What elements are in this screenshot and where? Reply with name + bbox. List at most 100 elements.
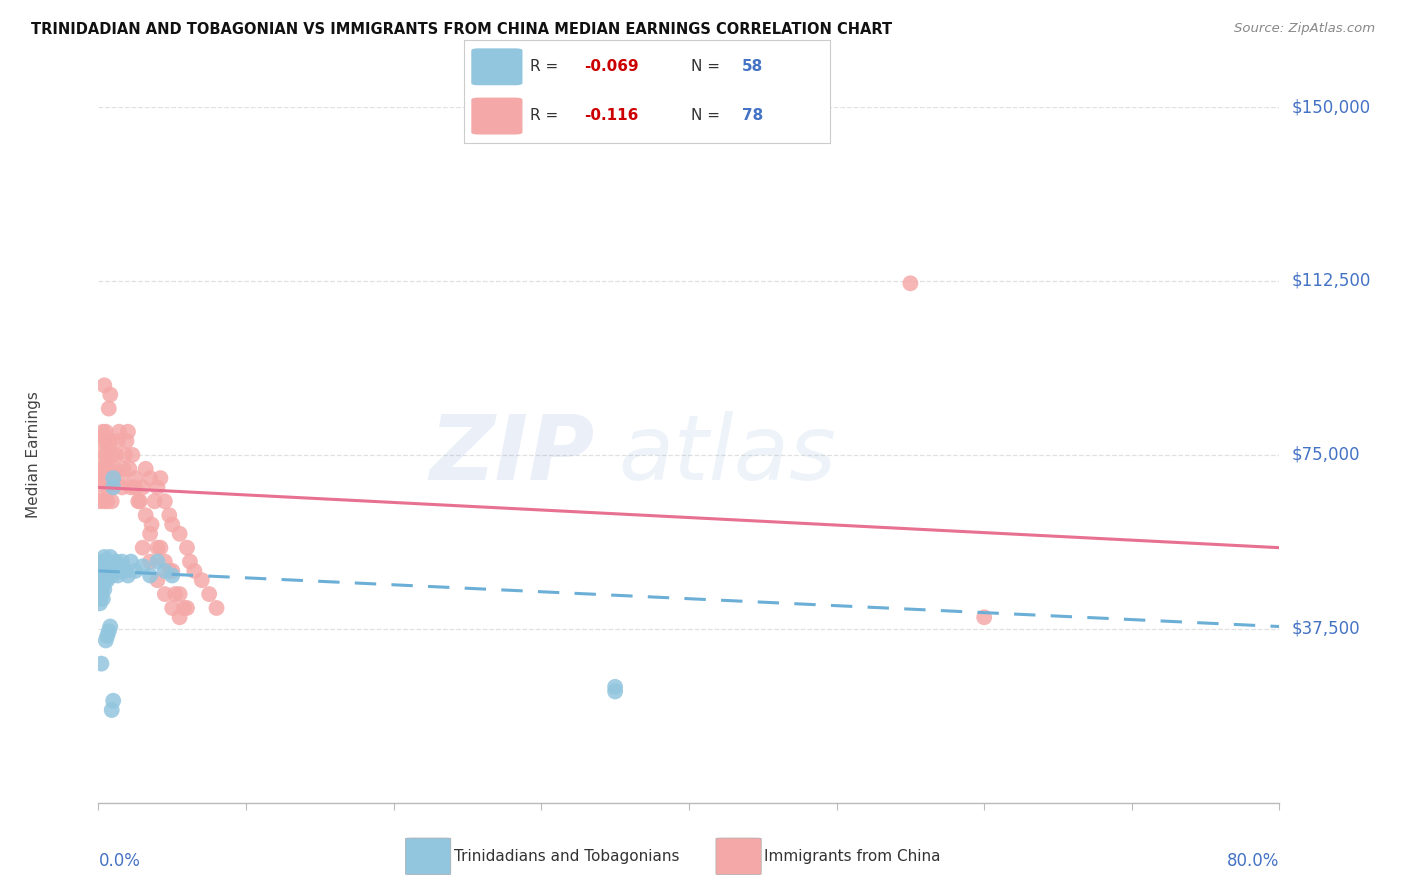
Text: R =: R = — [530, 59, 562, 74]
Point — [93, 378, 115, 392]
Text: -0.116: -0.116 — [585, 108, 638, 122]
Point — [183, 564, 205, 578]
Point — [103, 471, 125, 485]
Point — [97, 555, 120, 569]
Point — [605, 680, 627, 694]
Point — [141, 517, 163, 532]
Point — [98, 549, 121, 564]
Point — [900, 277, 922, 291]
Point — [103, 480, 125, 494]
Point — [91, 591, 114, 606]
Point — [93, 494, 115, 508]
Point — [114, 448, 136, 462]
Point — [108, 425, 131, 439]
Text: -0.069: -0.069 — [585, 59, 640, 74]
Point — [132, 559, 155, 574]
Point — [96, 573, 118, 587]
Point — [98, 434, 121, 448]
Point — [108, 564, 131, 578]
Point — [169, 610, 191, 624]
Point — [100, 564, 122, 578]
Point — [135, 508, 157, 523]
Point — [91, 555, 114, 569]
Point — [89, 596, 111, 610]
Point — [176, 601, 198, 615]
Point — [90, 462, 112, 476]
Point — [973, 610, 995, 624]
Point — [96, 494, 118, 508]
FancyBboxPatch shape — [405, 838, 451, 874]
Point — [98, 619, 121, 633]
Point — [128, 494, 150, 508]
Point — [93, 462, 115, 476]
Point — [153, 587, 176, 601]
Point — [114, 564, 136, 578]
Point — [89, 564, 111, 578]
Text: $37,500: $37,500 — [1291, 620, 1360, 638]
Point — [104, 462, 127, 476]
Text: Trinidadians and Tobagonians: Trinidadians and Tobagonians — [454, 849, 679, 863]
Point — [146, 555, 169, 569]
Point — [97, 401, 120, 416]
Text: N =: N = — [690, 59, 724, 74]
Point — [90, 471, 112, 485]
Point — [146, 480, 169, 494]
Point — [132, 480, 155, 494]
Point — [205, 601, 228, 615]
Point — [173, 601, 195, 615]
Point — [103, 694, 125, 708]
Point — [157, 508, 180, 523]
Point — [90, 573, 112, 587]
Point — [143, 494, 166, 508]
Point — [162, 601, 183, 615]
Point — [118, 462, 141, 476]
Point — [146, 541, 169, 555]
Point — [90, 582, 112, 597]
Point — [100, 494, 122, 508]
Point — [157, 564, 180, 578]
Point — [107, 434, 129, 448]
Point — [191, 573, 214, 587]
Text: 78: 78 — [742, 108, 763, 122]
Point — [98, 387, 121, 401]
Point — [139, 526, 162, 541]
Point — [96, 629, 118, 643]
Point — [179, 555, 201, 569]
Point — [110, 471, 132, 485]
Text: Immigrants from China: Immigrants from China — [765, 849, 941, 863]
Point — [124, 471, 146, 485]
Point — [94, 633, 117, 648]
Point — [139, 471, 162, 485]
Point — [100, 568, 122, 582]
Point — [93, 549, 115, 564]
Point — [153, 494, 176, 508]
Point — [162, 568, 183, 582]
Point — [149, 471, 172, 485]
Point — [103, 471, 125, 485]
Point — [105, 448, 128, 462]
Text: N =: N = — [690, 108, 724, 122]
Point — [100, 703, 122, 717]
Point — [176, 541, 198, 555]
Text: 80.0%: 80.0% — [1227, 852, 1279, 870]
Point — [139, 555, 162, 569]
Point — [89, 578, 111, 592]
Point — [94, 564, 117, 578]
Point — [94, 568, 117, 582]
Point — [90, 568, 112, 582]
Point — [94, 434, 117, 448]
Point — [100, 448, 122, 462]
Text: $75,000: $75,000 — [1291, 446, 1360, 464]
Point — [149, 541, 172, 555]
Point — [93, 582, 115, 597]
Point — [91, 559, 114, 574]
Point — [90, 657, 112, 671]
Point — [169, 587, 191, 601]
Point — [146, 573, 169, 587]
Point — [89, 480, 111, 494]
Point — [96, 559, 118, 574]
Point — [110, 559, 132, 574]
Point — [89, 573, 111, 587]
Point — [139, 568, 162, 582]
Point — [165, 587, 187, 601]
